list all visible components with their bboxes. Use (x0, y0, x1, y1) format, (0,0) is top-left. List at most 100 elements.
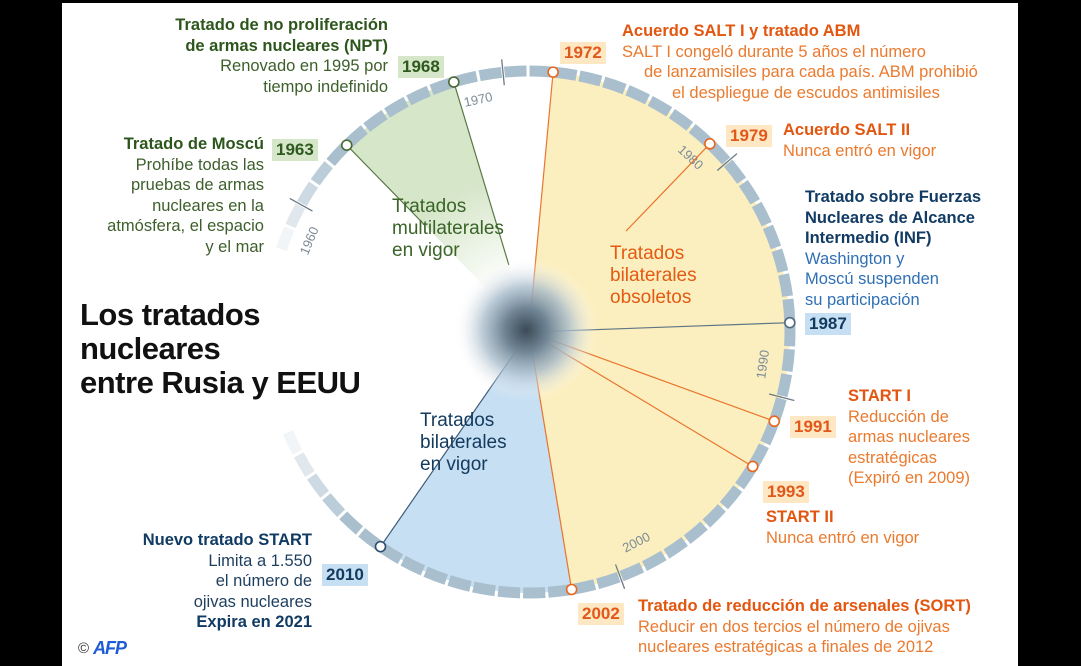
title-line: nucleares (80, 331, 221, 366)
sector-1963-1968 (346, 82, 529, 332)
ring-segment (363, 110, 388, 132)
ring-segment (503, 65, 527, 78)
ring-segment (276, 226, 295, 252)
year-badge-1991: 1991 (790, 416, 836, 438)
connector-line-1963 (346, 144, 425, 226)
event-1993: START II Nunca entró en vigor (766, 507, 919, 548)
event-text: Reducir en dos tercios el número de ojiv… (638, 617, 950, 636)
marker-2010 (374, 540, 387, 553)
connector-line-1968 (453, 81, 510, 266)
ring-segment (478, 66, 503, 82)
ring-segment (285, 203, 306, 229)
marker-1963 (340, 139, 353, 151)
event-text: ojivas nucleares (193, 592, 312, 611)
ring-segment (781, 348, 795, 373)
year-badge-2010: 2010 (322, 564, 368, 586)
ring-segment (668, 108, 694, 131)
event-note: Expira en 2021 (196, 613, 312, 631)
ring-segment (625, 85, 651, 105)
marker-2002 (565, 583, 578, 596)
event-text: SALT I congeló durante 5 años el número (622, 42, 926, 61)
ring-segment (293, 452, 315, 477)
sector-label-multilateral: Tratados multilaterales en vigor (392, 196, 504, 262)
event-text: Reducción de (848, 407, 949, 426)
year-badge-2002: 2002 (578, 603, 624, 625)
event-text: pruebas de armas (131, 176, 264, 194)
event-text: (Expiró en 2009) (848, 469, 970, 487)
event-title: Tratado de no proliferación (175, 16, 388, 34)
marker-1968 (448, 76, 460, 88)
event-title: START I (848, 387, 911, 405)
label-line: en vigor (420, 454, 488, 475)
page-title: Los tratados nucleares entre Rusia y EEU… (80, 297, 361, 400)
event-title: Acuerdo SALT I y tratado ABM (622, 22, 861, 40)
event-text: Nunca entró en vigor (766, 528, 920, 547)
ring-segment (406, 85, 431, 106)
event-text: Limita a 1.550 (208, 551, 312, 570)
decade-label: 1990 (753, 349, 772, 380)
center-glow (454, 258, 598, 402)
decade-tick (501, 59, 505, 86)
event-text: su participación (805, 290, 920, 309)
event-title: START II (766, 508, 834, 526)
marker-1972 (547, 66, 559, 78)
year-badge-1968: 1968 (398, 56, 444, 78)
event-title: de armas nucleares (NPT) (185, 36, 388, 55)
label-line: bilaterales (420, 432, 507, 453)
decade-label: 1960 (297, 224, 322, 256)
event-text: nucleares en la (152, 196, 264, 215)
sector-label-obsolete: Tratados bilaterales obsoletos (610, 243, 697, 309)
ring-segment (423, 566, 449, 585)
ring-segment (771, 248, 789, 273)
label-line: Tratados (420, 410, 495, 431)
ring-segment (702, 504, 726, 528)
marker-1987 (784, 316, 796, 329)
year-badge-1987: 1987 (805, 313, 851, 335)
label-line: multilaterales (392, 218, 504, 239)
event-2010: Nuevo tratado START Limita a 1.550 el nú… (143, 530, 312, 633)
year-badge-1963: 1963 (272, 139, 318, 161)
decade-tick (716, 153, 738, 172)
sector-label-bilateral-active: Tratados bilaterales en vigor (420, 410, 507, 476)
ring-segment (719, 485, 743, 510)
ring-segment (647, 95, 673, 117)
ring-segment (384, 96, 409, 118)
label-line: Tratados (392, 196, 467, 217)
label-line: en vigor (392, 240, 460, 261)
ring-segment (642, 550, 667, 571)
ring-segment (738, 179, 760, 205)
year-badge-1979: 1979 (726, 125, 772, 147)
ring-segment (778, 273, 793, 297)
marker-1979 (704, 138, 716, 150)
event-title: Tratado sobre Fuerzas (805, 188, 982, 206)
event-title: Acuerdo SALT II (783, 121, 911, 139)
event-2002: Tratado de reducción de arsenales (SORT)… (638, 596, 971, 658)
title-line: entre Rusia y EEUU (80, 365, 361, 400)
event-title: Tratado de Moscú (123, 135, 264, 153)
title-line: Los tratados (80, 297, 261, 332)
event-text: Moscú suspenden (805, 270, 939, 288)
event-1979: Acuerdo SALT II Nunca entró en vigor (783, 120, 936, 161)
copyright-symbol: © (78, 640, 90, 657)
ring-segment (497, 585, 521, 599)
label-line: Tratados (610, 243, 685, 264)
ring-segment (523, 587, 546, 599)
year-badge-1993: 1993 (763, 481, 809, 503)
afp-logo: AFP (93, 638, 127, 658)
event-text: y el mar (205, 237, 264, 256)
year-badge-1972: 1972 (560, 42, 606, 64)
label-line: obsoletos (610, 287, 692, 308)
event-title: Tratado de reducción de arsenales (SORT) (638, 597, 971, 615)
event-text: atmósfera, el espacio (107, 217, 264, 235)
ring-segment (297, 181, 319, 207)
decade-label: 1970 (462, 89, 493, 110)
connector-line-1979 (625, 143, 711, 232)
event-text: Renovado en 1995 por (220, 57, 388, 75)
ring-segment (282, 430, 303, 455)
label-line: bilaterales (610, 265, 697, 286)
event-text: Washington y (805, 249, 905, 268)
event-1987: Tratado sobre Fuerzas Nucleares de Alcan… (805, 187, 981, 310)
ring-segment (723, 159, 747, 184)
ring-segment (683, 521, 708, 545)
